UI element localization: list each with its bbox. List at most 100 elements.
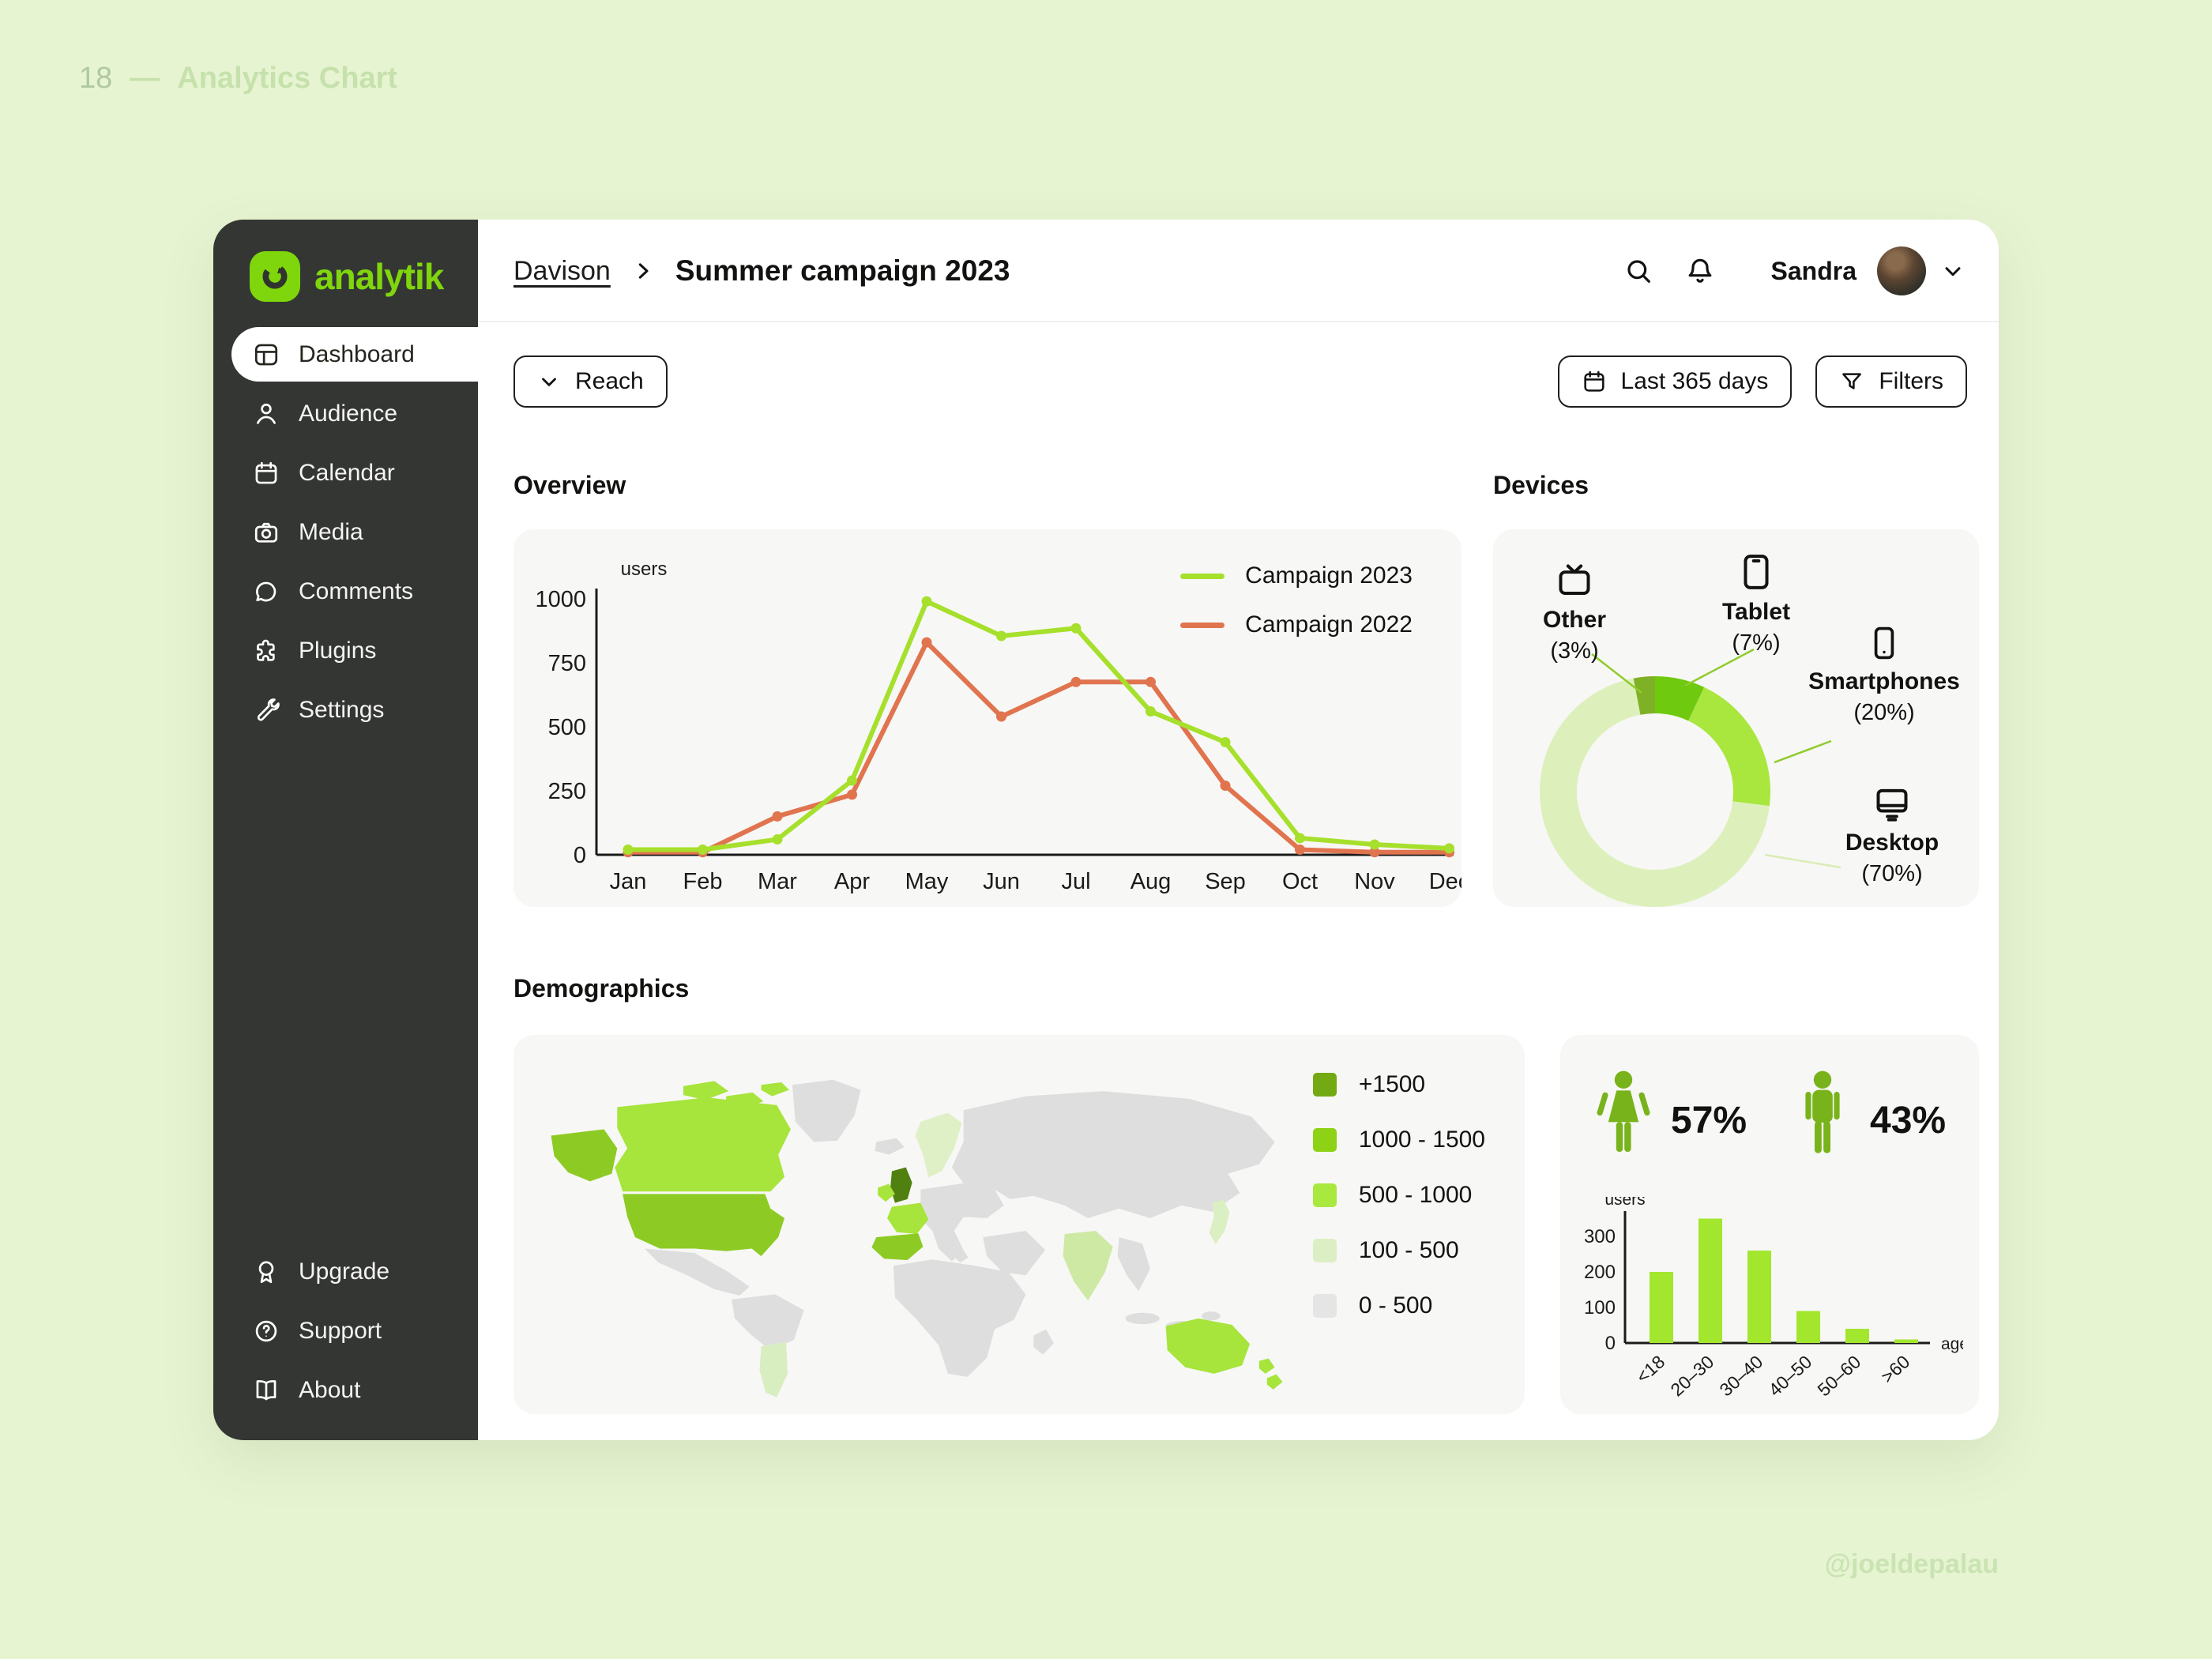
slide-divider: — (130, 62, 160, 95)
chevron-down-icon[interactable] (1940, 258, 1966, 284)
sidebar-item-calendar[interactable]: Calendar (213, 443, 478, 502)
sidebar-item-label: Dashboard (299, 340, 415, 367)
sidebar-item-label: Plugins (299, 637, 377, 664)
male-icon (1805, 1070, 1840, 1153)
toolbar-left: Reach (514, 356, 668, 408)
callout-label: Desktop (1845, 830, 1939, 856)
sidebar-item-comments[interactable]: Comments (213, 562, 478, 621)
sidebar-footer-menu: Upgrade Support About (213, 1242, 478, 1420)
callout-pct: (70%) (1861, 861, 1923, 886)
sidebar-item-plugins[interactable]: Plugins (213, 621, 478, 680)
notifications-bell-icon[interactable] (1684, 255, 1716, 287)
user-avatar[interactable] (1877, 246, 1926, 295)
legend-item: 0 - 500 (1312, 1292, 1485, 1319)
app-header: Davison Summer campaign 2023 (478, 220, 1999, 322)
toolbar-right: Last 365 days Filters (1557, 356, 1967, 408)
gender-male: 43% (1791, 1068, 1946, 1172)
date-range-button[interactable]: Last 365 days (1557, 356, 1793, 408)
legend-item: 500 - 1000 (1312, 1182, 1485, 1209)
sidebar-item-label: About (299, 1376, 361, 1403)
legend-label: 100 - 500 (1358, 1237, 1459, 1263)
sidebar-item-label: Upgrade (299, 1258, 390, 1285)
breadcrumb-link[interactable]: Davison (514, 255, 611, 286)
help-circle-icon (255, 1320, 277, 1341)
camera-icon (254, 522, 278, 543)
devices-donut-chart (1540, 676, 1770, 907)
demographics-map-card: +1500 1000 - 1500 500 - 1000 100 - 500 (514, 1035, 1525, 1414)
female-icon (1597, 1070, 1650, 1152)
sidebar-item-support[interactable]: Support (213, 1301, 478, 1360)
slide-title: Analytics Chart (177, 62, 398, 95)
legend-swatch (1312, 1239, 1337, 1262)
callout-label: Other (1542, 607, 1606, 633)
overview-chart-card: users 1000 750 500 250 0 Jan Feb Mar Apr May Jun Jul… (514, 529, 1469, 907)
metric-dropdown-button[interactable]: Reach (514, 356, 668, 408)
user-name[interactable]: Sandra (1770, 256, 1856, 285)
legend-label: +1500 (1358, 1071, 1426, 1097)
legend-item: Campaign 2022 (1180, 611, 1413, 638)
world-map (551, 1079, 1283, 1398)
callout-smartphones: Smartphones (20%) (1797, 623, 1971, 726)
legend-swatch (1312, 1183, 1337, 1207)
svg-text:20–30: 20–30 (1666, 1351, 1717, 1400)
devices-chart-card: Other (3%) Tablet (7%) Smartphones (20%) (1493, 529, 1979, 907)
book-icon (256, 1379, 276, 1400)
sidebar-item-about[interactable]: About (213, 1360, 478, 1420)
svg-text:750: 750 (548, 651, 586, 676)
search-icon[interactable] (1623, 255, 1654, 287)
svg-text:30–40: 30–40 (1715, 1351, 1766, 1400)
sidebar-item-label: Settings (299, 696, 385, 723)
date-range-label: Last 365 days (1620, 368, 1769, 394)
calendar-icon (1583, 371, 1604, 392)
svg-text:age: age (1941, 1335, 1963, 1353)
sidebar-item-settings[interactable]: Settings (213, 680, 478, 739)
svg-text:Dec: Dec (1429, 869, 1462, 894)
svg-text:100: 100 (1584, 1297, 1616, 1319)
legend-label: Campaign 2022 (1245, 611, 1413, 638)
legend-swatch (1312, 1073, 1337, 1097)
dashboard-icon (254, 344, 278, 365)
sidebar-item-label: Comments (299, 577, 414, 604)
sidebar-item-media[interactable]: Media (213, 502, 478, 562)
sidebar-item-audience[interactable]: Audience (213, 384, 478, 443)
calendar-icon (255, 461, 277, 483)
filter-funnel-icon (1842, 373, 1862, 389)
overview-heading: Overview (514, 471, 626, 499)
logo: analytik (250, 251, 444, 302)
svg-text:<18: <18 (1632, 1351, 1668, 1386)
tv-icon (1559, 564, 1590, 596)
svg-text:300: 300 (1584, 1226, 1616, 1247)
sidebar-item-dashboard[interactable]: Dashboard (213, 325, 480, 384)
metric-dropdown-label: Reach (575, 368, 644, 394)
callout-pct: (3%) (1550, 638, 1599, 664)
award-icon (258, 1260, 274, 1283)
user-icon (257, 403, 276, 424)
puzzle-icon (257, 639, 275, 661)
devices-callout-lines (1591, 648, 1841, 869)
smartphone-icon (1874, 626, 1894, 660)
overview-legend: Campaign 2023 Campaign 2022 (1180, 562, 1413, 638)
svg-text:Jan: Jan (610, 869, 647, 894)
callout-label: Smartphones (1808, 668, 1960, 694)
filters-label: Filters (1879, 368, 1943, 394)
svg-text:users: users (1604, 1197, 1645, 1209)
callout-pct: (20%) (1853, 700, 1915, 725)
legend-swatch (1312, 1294, 1337, 1318)
legend-swatch (1312, 1128, 1337, 1152)
sidebar-item-upgrade[interactable]: Upgrade (213, 1242, 478, 1301)
svg-text:>60: >60 (1877, 1351, 1913, 1386)
svg-text:50–60: 50–60 (1813, 1351, 1864, 1400)
legend-label: 1000 - 1500 (1358, 1127, 1485, 1153)
wrench-icon (257, 698, 280, 721)
svg-text:Mar: Mar (758, 869, 797, 894)
breadcrumb: Davison Summer campaign 2023 (514, 220, 1010, 322)
desktop-icon (1876, 788, 1908, 822)
svg-text:40–50: 40–50 (1764, 1351, 1815, 1400)
slide-label: 18 — Analytics Chart (79, 62, 397, 96)
svg-text:1000: 1000 (535, 587, 586, 612)
legend-label: 500 - 1000 (1358, 1182, 1473, 1208)
svg-text:Jul: Jul (1061, 869, 1090, 894)
devices-heading: Devices (1493, 471, 1589, 499)
filters-button[interactable]: Filters (1815, 356, 1967, 408)
